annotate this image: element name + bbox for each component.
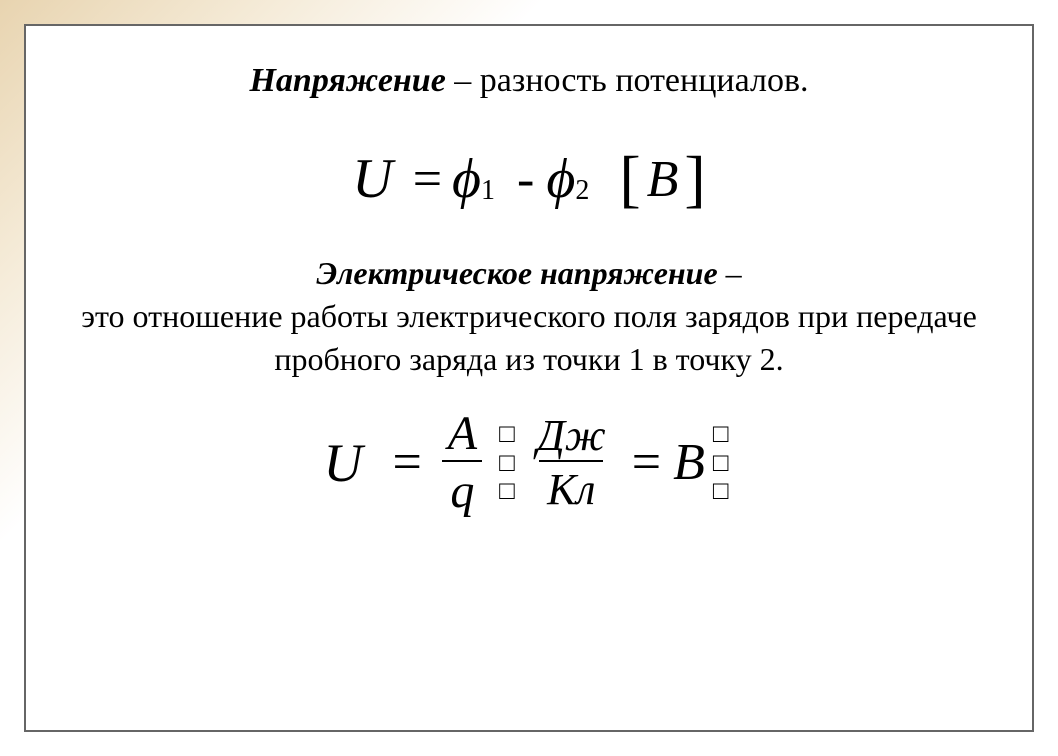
- equals-sign: =: [413, 150, 442, 209]
- box-glyph: □: [713, 480, 729, 502]
- definition-term: Электрическое напряжение: [316, 255, 717, 291]
- denominator-q: q: [442, 460, 482, 516]
- phi-symbol-1: ϕ: [452, 147, 481, 211]
- unit-volt-2: B: [673, 433, 705, 492]
- var-u-2: U: [323, 432, 362, 494]
- subscript-2: 2: [575, 175, 589, 207]
- equals-sign-2: =: [392, 433, 421, 492]
- minus-sign: -: [517, 150, 534, 209]
- phi-symbol-2: ϕ: [546, 147, 575, 211]
- equals-sign-3: =: [632, 433, 661, 492]
- heading-term: Напряжение: [249, 62, 445, 99]
- heading: Напряжение – разность потенциалов.: [249, 62, 808, 100]
- box-glyph: □: [499, 480, 515, 502]
- box-glyph: □: [713, 452, 729, 474]
- numerator-joule: Дж: [529, 414, 614, 460]
- formula-voltage-work: U = A q □ □ □ Дж Кл = B □ □ □: [323, 410, 734, 516]
- fraction-joule-coulomb: Дж Кл: [529, 414, 614, 512]
- broken-bracket-left: □ □ □: [499, 423, 515, 501]
- box-glyph: □: [713, 423, 729, 445]
- denominator-coulomb: Кл: [539, 460, 603, 512]
- fraction-a-q: A q: [440, 410, 485, 516]
- slide-frame: Напряжение – разность потенциалов. U = ϕ…: [24, 24, 1034, 732]
- right-bracket: ]: [684, 142, 705, 216]
- unit-bracket-group: [ B ]: [619, 142, 705, 216]
- numerator-a: A: [440, 410, 485, 460]
- heading-rest: – разность потенциалов.: [446, 62, 809, 99]
- formula-voltage-potential: U = ϕ1 - ϕ2 [ B ]: [352, 142, 705, 216]
- left-bracket: [: [619, 142, 640, 216]
- broken-bracket-right: □ □ □: [713, 423, 729, 501]
- subscript-1: 1: [481, 175, 495, 207]
- box-glyph: □: [499, 452, 515, 474]
- definition-body: это отношение работы электрического поля…: [81, 298, 977, 377]
- box-glyph: □: [499, 423, 515, 445]
- unit-volt: B: [647, 150, 679, 209]
- var-u: U: [352, 147, 392, 211]
- definition-text: Электрическое напряжение – это отношение…: [79, 252, 979, 382]
- definition-dash: –: [718, 255, 742, 291]
